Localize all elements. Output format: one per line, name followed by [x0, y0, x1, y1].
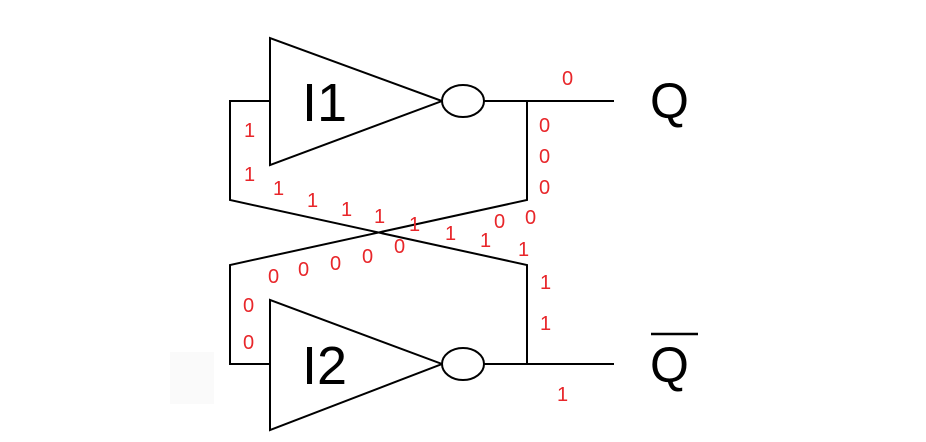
bit-q-bar-node-up-1: 1	[518, 239, 529, 261]
bit-cross-to-i1-7: 1	[480, 230, 491, 252]
bit-cross-to-i2-5: 0	[394, 236, 405, 258]
bit-cross-to-i2-4: 0	[362, 246, 373, 268]
bit-cross-to-i2-2: 0	[298, 259, 309, 281]
bit-q-node-down-2: 0	[539, 146, 550, 168]
bit-cross-to-i1-6: 1	[445, 223, 456, 245]
bit-q-bar-node-up-3: 1	[540, 313, 551, 335]
inverter-i2	[269, 298, 445, 432]
inverter-i1	[269, 36, 445, 167]
bit-cross-to-i1-2: 1	[307, 190, 318, 212]
bit-cross-to-i1-5: 1	[409, 214, 420, 236]
gate-label-i2: I2	[302, 336, 347, 396]
bit-q-output: 0	[562, 68, 573, 90]
bit-cross-from-q-2: 0	[525, 207, 536, 229]
bit-q-node-down-3: 0	[539, 177, 550, 199]
bit-cross-from-q-1: 0	[494, 211, 505, 233]
bit-cross-to-i1-1: 1	[273, 178, 284, 200]
bit-cross-to-i2-1: 0	[268, 266, 279, 288]
bit-i1-input-2: 1	[244, 164, 255, 186]
bit-cross-to-i1-4: 1	[374, 206, 385, 228]
bit-q-bar-output: 1	[557, 384, 568, 406]
bit-i2-input-1: 0	[243, 295, 254, 317]
output-label-q-bar: Q	[650, 337, 689, 393]
bit-cross-to-i1-3: 1	[341, 199, 352, 221]
output-label-q: Q	[650, 73, 689, 129]
bit-q-node-down-1: 0	[539, 115, 550, 137]
bit-cross-to-i2-3: 0	[330, 253, 341, 275]
background-patch	[170, 352, 214, 404]
wire-q-feedback	[229, 101, 528, 365]
gate-label-i1: I1	[302, 73, 347, 133]
bit-q-bar-node-up-2: 1	[540, 272, 551, 294]
inverter-i1-bubble	[441, 84, 485, 118]
inverter-i2-bubble	[441, 347, 485, 381]
bit-i2-input-2: 0	[243, 332, 254, 354]
logic-values: 0 0 0 0 1 1 1 1 1 1 1 1 1 0 0 0 0 0 0 0 …	[243, 68, 573, 406]
wire-q-bar-feedback	[229, 100, 528, 364]
bit-i1-input-1: 1	[244, 120, 255, 142]
